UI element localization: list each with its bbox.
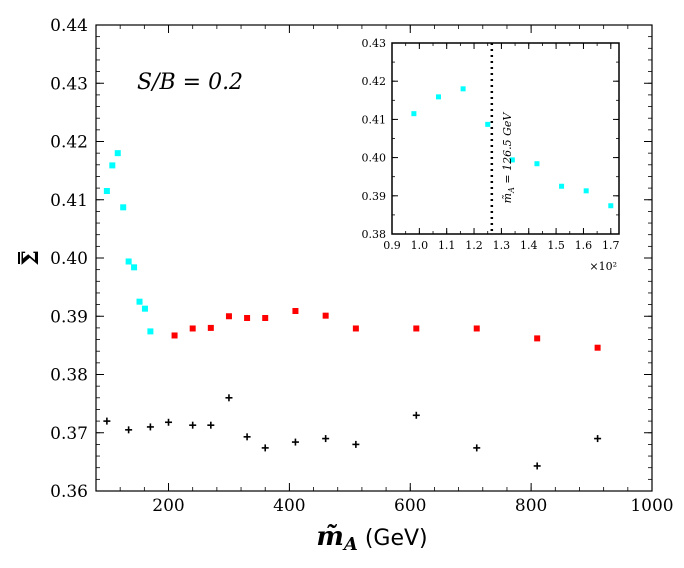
- main-series-2-point: [165, 418, 173, 426]
- main-series-1-point: [244, 314, 251, 321]
- main-series-2-point: [473, 444, 481, 452]
- main-series-1-point: [171, 332, 178, 339]
- main-series-1-point: [594, 344, 601, 351]
- inset-y-tick-label: 0.41: [362, 113, 387, 126]
- inset-series-0-point: [559, 183, 565, 189]
- main-series-0-point: [131, 264, 138, 271]
- inset-x-tick-label: 1.3: [493, 239, 511, 252]
- inset-marker-label-symbol: m̃: [501, 193, 514, 203]
- main-series-0-point: [147, 328, 154, 335]
- inset-x-tick-label: 1.2: [465, 239, 483, 252]
- inset-plot-frame: [391, 42, 620, 235]
- main-series-1-point: [322, 312, 329, 319]
- inset-series-0-point: [435, 94, 441, 100]
- main-series-2-point: [243, 433, 251, 441]
- y-axis-title: Σ: [18, 250, 44, 266]
- main-x-tick-label: 800: [515, 496, 547, 516]
- main-y-tick-label: 0.36: [50, 482, 88, 502]
- main-series-2-point: [412, 411, 420, 419]
- main-series-2-point: [189, 421, 197, 429]
- inset-series-0-point: [509, 157, 515, 163]
- main-series-2-point: [291, 438, 299, 446]
- main-y-tick-label: 0.40: [50, 249, 88, 269]
- main-series-0-point: [109, 162, 116, 169]
- ratio-annotation: S/B = 0.2: [137, 70, 243, 95]
- inset-series-0-point: [583, 188, 589, 194]
- main-y-tick-label: 0.43: [50, 74, 88, 94]
- inset-y-tick-label: 0.39: [362, 190, 387, 203]
- main-series-1-point: [473, 325, 480, 332]
- main-y-tick-label: 0.37: [50, 424, 88, 444]
- inset-x-multiplier: ×10²: [589, 260, 617, 273]
- inset-x-tick-label: 1.5: [547, 239, 565, 252]
- inset-y-tick-label: 0.43: [362, 37, 387, 50]
- main-series-0-point: [125, 258, 132, 265]
- main-series-1-point: [262, 314, 269, 321]
- main-series-2-point: [146, 423, 154, 431]
- main-series-0-point: [141, 305, 148, 312]
- y-axis-title-text: Σ: [18, 250, 44, 266]
- main-series-2-point: [352, 440, 360, 448]
- main-series-1-point: [207, 324, 214, 331]
- x-axis-title-unit: (GeV): [358, 526, 428, 551]
- inset-series-0-point: [460, 86, 466, 92]
- main-y-tick-label: 0.38: [50, 366, 88, 386]
- inset-series-0-point: [485, 121, 491, 127]
- main-series-2-point: [594, 435, 602, 443]
- x-axis-title: m̃A (GeV): [316, 522, 427, 555]
- inset-series-0-point: [411, 111, 417, 117]
- main-series-1-point: [189, 325, 196, 332]
- inset-marker-label-rest: = 126.5 GeV: [501, 112, 514, 187]
- main-series-2-point: [261, 444, 269, 452]
- inset-x-tick-label: 1.4: [520, 239, 538, 252]
- inset-x-tick-label: 1.6: [575, 239, 593, 252]
- main-series-2-point: [103, 417, 111, 425]
- main-series-1-point: [534, 335, 541, 342]
- main-series-1-point: [352, 325, 359, 332]
- inset-x-tick-label: 1.0: [411, 239, 429, 252]
- main-x-tick-label: 200: [152, 496, 184, 516]
- main-series-2-point: [225, 394, 233, 402]
- main-x-tick-label: 400: [273, 496, 305, 516]
- main-series-0-point: [103, 188, 110, 195]
- main-x-tick-label: 1000: [630, 496, 673, 516]
- inset-vertical-marker-label: m̃A = 126.5 GeV: [501, 112, 516, 204]
- main-series-0-point: [136, 298, 143, 305]
- inset-x-tick-label: 1.1: [438, 239, 456, 252]
- inset-marker-label-subscript: A: [507, 187, 516, 194]
- inset-series-0-point: [608, 203, 614, 209]
- inset-series-0-point: [534, 161, 540, 167]
- inset-y-tick-label: 0.40: [362, 152, 387, 165]
- x-axis-title-symbol: m̃: [316, 522, 344, 552]
- main-series-1-point: [292, 308, 299, 315]
- main-series-2-point: [125, 426, 133, 434]
- x-axis-title-subscript: A: [342, 534, 358, 555]
- inset-y-tick-label: 0.38: [362, 228, 387, 241]
- main-y-tick-label: 0.44: [50, 16, 88, 36]
- main-series-0-point: [120, 204, 127, 211]
- main-series-1-point: [413, 325, 420, 332]
- inset-plot: 0.9 1.0 1.1 1.2 1.3 1.4 1.5 1.6 1.7 0.38 0.39 0.40 0…: [362, 37, 620, 273]
- main-series-2-point: [533, 462, 541, 470]
- inset-x-tick-label: 1.7: [602, 239, 620, 252]
- main-y-tick-label: 0.42: [50, 133, 88, 153]
- inset-y-tick-label: 0.42: [362, 75, 387, 88]
- main-series-1-point: [225, 313, 232, 320]
- inset-x-tick-label: 0.9: [383, 239, 401, 252]
- main-series-2-point: [322, 435, 330, 443]
- main-y-tick-label: 0.41: [50, 191, 88, 211]
- main-x-tick-label: 600: [394, 496, 426, 516]
- main-series-0-point: [114, 150, 121, 157]
- main-y-tick-label: 0.39: [50, 307, 88, 327]
- main-series-2-point: [207, 421, 215, 429]
